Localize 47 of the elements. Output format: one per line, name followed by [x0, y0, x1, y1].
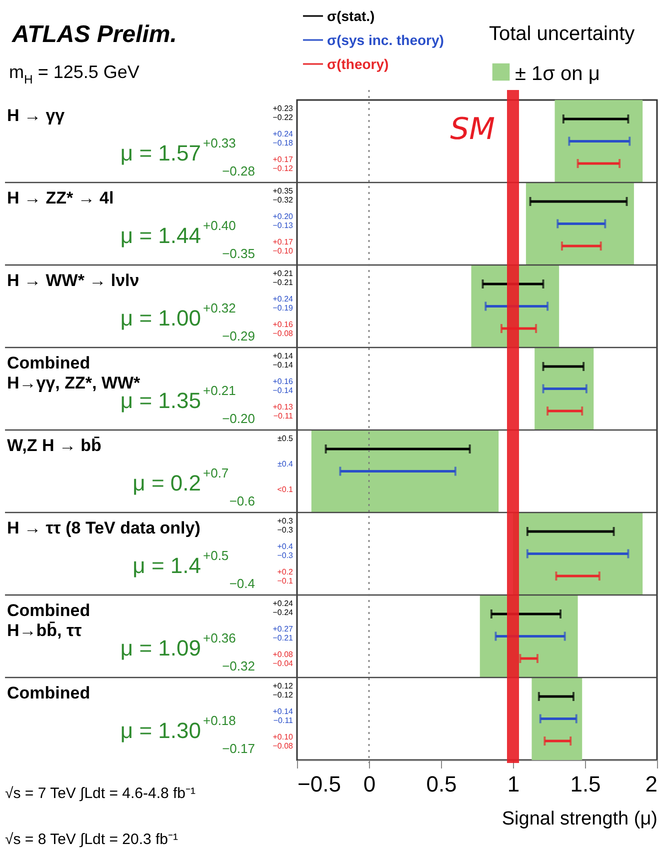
text: +0.12 −0.12: [272, 682, 294, 700]
text: +0.17 −0.12: [272, 155, 294, 174]
text: +0.24 −0.18: [272, 130, 294, 148]
text: +0.2 −0.1: [277, 568, 294, 586]
legend-label: σ(stat.): [327, 8, 375, 24]
ref-line-label: SM: [450, 112, 496, 147]
text: ±0.4: [277, 460, 294, 469]
y-tick-label: Combined H→bb̄, ττ: [7, 601, 90, 640]
y-tick-label: H → WW* → lνlν: [7, 271, 140, 290]
y-tick-label: H → γγ: [7, 106, 66, 125]
x-tick-label: 0.5: [426, 772, 457, 796]
text: +0.27 −0.21: [272, 624, 294, 643]
x-tick-label: 2: [645, 772, 658, 796]
legend-label: ± 1σ on μ: [515, 63, 600, 85]
x-axis-title: Signal strength (μ): [502, 808, 658, 830]
text: +0.08 −0.04: [272, 650, 294, 668]
y-tick-label: H → ττ (8 TeV data only): [7, 518, 200, 538]
text: +0.24 −0.19: [272, 294, 294, 313]
text: +0.14 −0.11: [272, 707, 294, 726]
text: +0.35 −0.32: [272, 186, 294, 204]
text: +0.17 −0.10: [272, 238, 294, 256]
text: +0.3 −0.3: [277, 516, 294, 534]
text: ATLAS Prelim.: [11, 21, 177, 48]
text: +0.16 −0.14: [272, 377, 294, 396]
text: √s = 7 TeV ∫Ldt = 4.6-4.8 fb⁻¹: [5, 785, 196, 802]
y-tick-label: W,Z H → bb̄: [7, 436, 102, 455]
text: <0.1: [277, 485, 294, 494]
text: +0.24 −0.24: [272, 599, 294, 617]
text: √s = 8 TeV ∫Ldt = 20.3 fb⁻¹: [5, 831, 178, 848]
x-tick-label: 1: [507, 772, 520, 796]
text: +0.10 −0.08: [272, 732, 294, 751]
legend-label: σ(theory): [327, 56, 389, 72]
legend-label: σ(sys inc. theory): [327, 32, 444, 48]
text: +0.16 −0.08: [272, 320, 294, 338]
text: +0.14 −0.14: [272, 352, 294, 370]
text: +0.4 −0.3: [277, 542, 294, 560]
y-tick-label: H → ZZ* → 4l: [7, 188, 114, 208]
x-tick-label: 0: [363, 772, 376, 796]
y-tick-label: Combined: [7, 684, 90, 702]
text: +0.21 −0.21: [272, 269, 294, 287]
legend-title: Total uncertainty: [489, 23, 635, 45]
x-tick-label: −0.5: [298, 772, 341, 796]
x-tick-label: 1.5: [570, 772, 601, 796]
text: +0.13 −0.11: [272, 402, 294, 421]
text: ±0.5: [277, 434, 294, 443]
text: +0.20 −0.13: [272, 212, 294, 230]
text: +0.23 −0.22: [272, 104, 294, 122]
